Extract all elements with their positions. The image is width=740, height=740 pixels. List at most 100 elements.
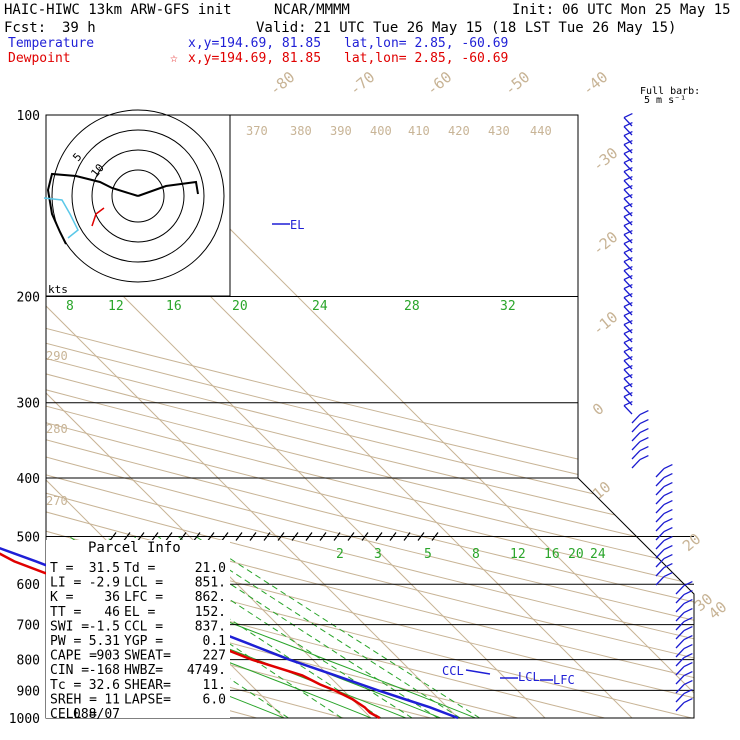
isotherm-label: 10 — [589, 478, 614, 503]
pressure-label: 1000 — [9, 712, 40, 727]
dry-adiabat-line — [46, 115, 694, 718]
pressure-label: 900 — [17, 684, 40, 699]
hatch-mark — [319, 532, 327, 541]
hatch-mark — [431, 532, 439, 541]
temperature-latlon: lat,lon= 2.85, -60.69 — [344, 36, 508, 51]
wind-barb — [623, 306, 633, 316]
theta-label: 290 — [46, 349, 68, 363]
wind-barb — [623, 351, 633, 361]
wind-barb — [655, 468, 665, 478]
wind-barb-flag — [639, 446, 649, 452]
wind-barb-flag — [683, 671, 693, 677]
wind-barb — [655, 540, 665, 550]
wind-barb — [623, 279, 633, 289]
dry-adiabat-line — [46, 115, 518, 718]
dry-adiabat-line — [46, 115, 694, 718]
mixing-ratio-label: 20 — [232, 299, 248, 314]
wind-barb — [675, 648, 685, 658]
sounding-traces: EL CCL LCL LFC — [0, 218, 575, 720]
wind-barb-flag — [663, 527, 673, 533]
dewpoint-latlon: lat,lon= 2.85, -60.69 — [344, 51, 508, 66]
parcel-row-label2: YGP = — [124, 634, 163, 649]
wind-barb — [655, 576, 665, 586]
parcel-row-label: Tc = — [50, 678, 81, 693]
isotherm-label: 20 — [679, 530, 704, 555]
wind-barb — [655, 477, 665, 487]
el-label: EL — [290, 218, 304, 232]
wind-barb — [655, 531, 665, 541]
wind-barb-flag — [623, 194, 633, 200]
wind-barb — [623, 225, 633, 235]
wind-barb — [623, 207, 633, 217]
wind-barb-flag — [683, 635, 693, 641]
moist-adiabat-line — [46, 268, 372, 718]
wind-barb-flag — [623, 284, 633, 290]
hatch-mark — [151, 532, 159, 541]
mixing-ratio-label: 12 — [510, 547, 526, 562]
parcel-row-label2: SWEAT= — [124, 649, 171, 664]
parcel-row-value2: 227 — [203, 649, 226, 664]
model-title: HAIC-HIWC 13km ARW-GFS init — [4, 2, 232, 18]
wind-barb-flag — [623, 383, 633, 389]
theta-label: 370 — [246, 124, 268, 138]
mixing-ratio-line — [133, 536, 413, 718]
dry-adiabat-line — [46, 115, 694, 718]
wind-barb — [623, 324, 633, 334]
isotherm-label: -30 — [589, 144, 621, 175]
dry-adiabat-line — [46, 115, 431, 718]
theta-label: 400 — [370, 124, 392, 138]
dry-adiabat-line — [46, 115, 605, 718]
wind-barb — [623, 252, 633, 262]
parcel-row-value2: 152. — [195, 605, 226, 620]
hatch-mark — [417, 532, 425, 541]
wind-barb-flag — [623, 140, 633, 146]
parcel-row-label2: SHEAR= — [124, 678, 171, 693]
wind-barb — [623, 297, 633, 307]
theta-label: 440 — [530, 124, 552, 138]
wind-barb — [623, 216, 633, 226]
mixing-ratio-label: 3 — [374, 547, 382, 562]
wind-barb-flag — [623, 212, 633, 218]
wind-barb — [675, 639, 685, 649]
wind-barb-flag — [623, 230, 633, 236]
wind-barb — [623, 369, 633, 379]
wind-barb-flag — [623, 329, 633, 335]
init-label: Init: — [512, 2, 554, 18]
isotherm-label: -10 — [589, 308, 621, 339]
wind-barb-flag — [623, 356, 633, 362]
hatch-mark — [221, 532, 229, 541]
wind-barb-flag — [683, 608, 693, 614]
wind-barb-flag — [639, 419, 649, 425]
parcel-row-label: T = — [50, 561, 74, 576]
wind-barb — [655, 558, 665, 568]
wind-barb — [623, 135, 633, 145]
temperature-legend: Temperature — [8, 36, 94, 51]
wind-barbs — [623, 113, 693, 712]
wind-barb — [623, 378, 633, 388]
parcel-row-label: LI = — [50, 576, 81, 591]
wind-barb — [623, 162, 633, 172]
hatch-mark — [207, 532, 215, 541]
mixing-ratio-label: 16 — [544, 547, 560, 562]
parcel-row-value2: 6.0 — [203, 692, 226, 707]
parcel-title: Parcel Info — [88, 540, 181, 556]
parcel-row-value: 36 — [104, 590, 120, 605]
parcel-info-panel: Parcel Info T = 31.5 Td = 21.0 LI = -2.9 LCL = 8… — [46, 540, 230, 722]
mixing-ratio-label: 16 — [166, 299, 182, 314]
hatch-mark — [263, 532, 271, 541]
parcel-row-label2: CCL = — [124, 619, 163, 634]
wind-barb-flag — [639, 437, 649, 443]
wind-barb-flag — [623, 221, 633, 227]
wind-barb-flag — [623, 149, 633, 155]
mixing-ratio-label: 32 — [500, 299, 516, 314]
parcel-row-value2: 11. — [203, 678, 226, 693]
parcel-row-label: PW = — [50, 634, 81, 649]
wind-barb-flag — [623, 203, 633, 209]
wind-barb — [623, 243, 633, 253]
parcel-row-label: TT = — [50, 605, 81, 620]
theta-label: 420 — [448, 124, 470, 138]
wind-barb-flag — [663, 482, 673, 488]
parcel-row-value: 32.6 — [89, 678, 120, 693]
dry-adiabat-line — [46, 115, 694, 718]
parcel-row-label2: LCL = — [124, 576, 163, 591]
